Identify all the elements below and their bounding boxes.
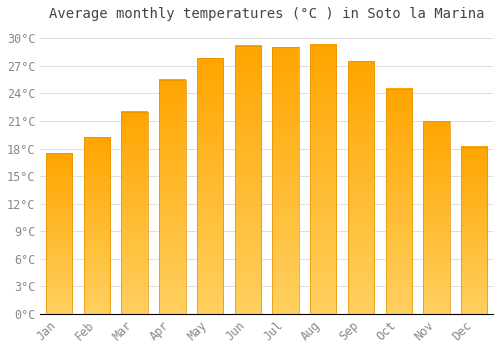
Title: Average monthly temperatures (°C ) in Soto la Marina: Average monthly temperatures (°C ) in So…: [49, 7, 484, 21]
Bar: [461, 147, 487, 314]
Bar: [424, 121, 450, 314]
Bar: [272, 48, 299, 314]
Bar: [159, 79, 186, 314]
Bar: [310, 45, 336, 314]
Bar: [234, 46, 261, 314]
Bar: [84, 138, 110, 314]
Bar: [348, 61, 374, 314]
Bar: [122, 112, 148, 314]
Bar: [46, 153, 72, 314]
Bar: [197, 58, 224, 314]
Bar: [386, 89, 412, 314]
